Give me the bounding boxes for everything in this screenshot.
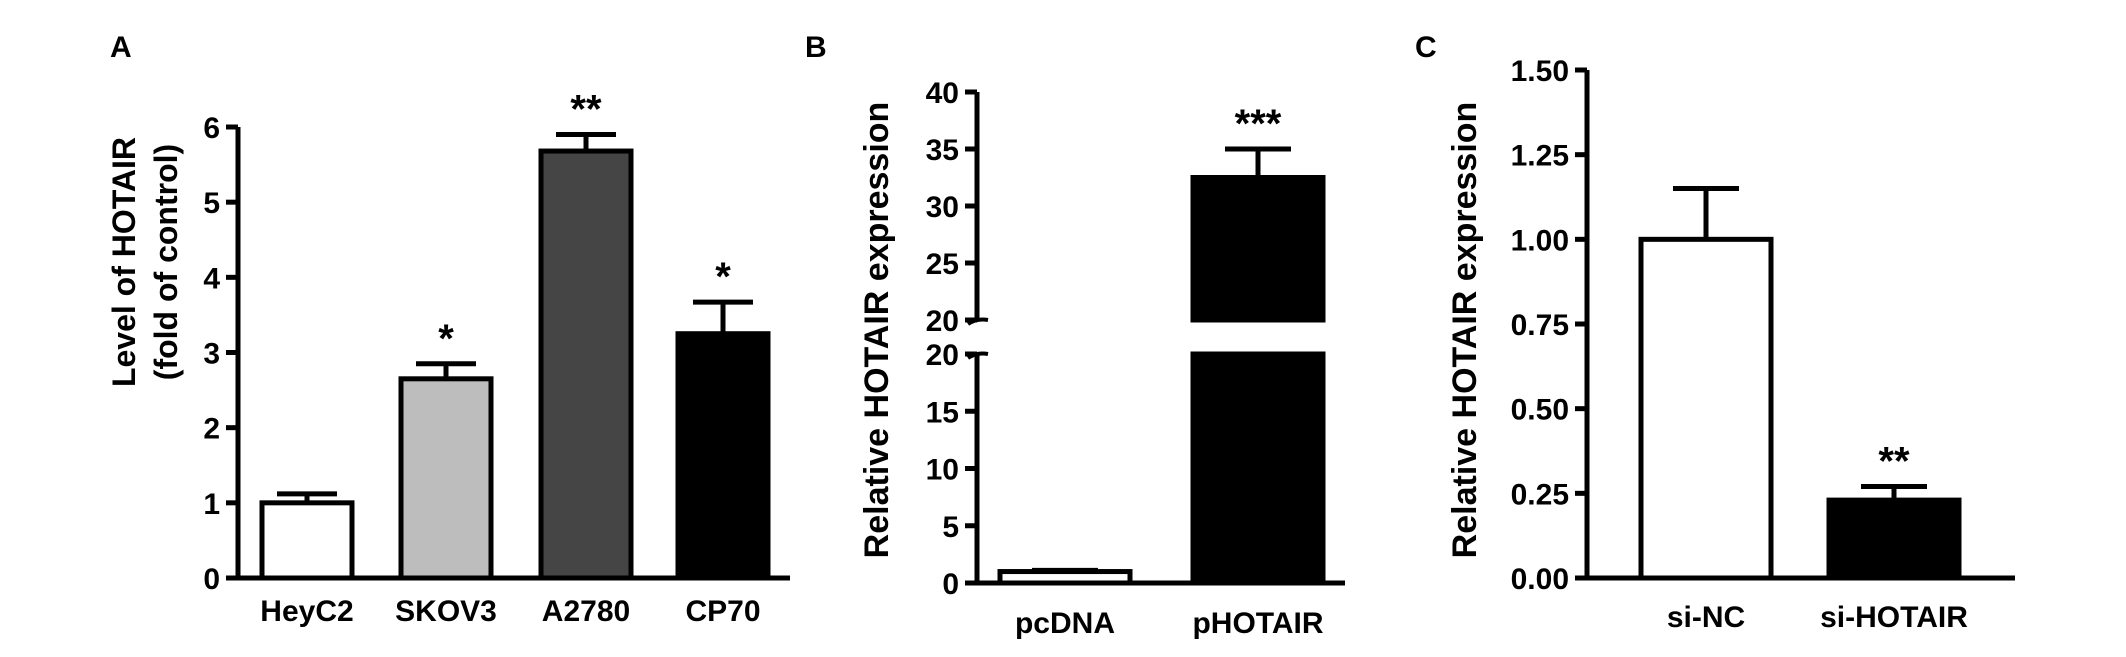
panel-a-significance-1: * bbox=[438, 317, 454, 361]
panel-b-upper-tick-label-2: 30 bbox=[926, 191, 959, 224]
panel-label-a: A bbox=[110, 31, 132, 64]
panel-b-lower-tick-label-0: 0 bbox=[942, 568, 959, 601]
panel-a-category-label-2: A2780 bbox=[542, 595, 630, 628]
panel-a-category-label-1: SKOV3 bbox=[395, 595, 497, 628]
y-ticks-c: 0.00 0.25 0.50 0.75 1.00 1.25 1.50 bbox=[1511, 55, 1587, 596]
y-axis-label-c: Relative HOTAIR expression bbox=[1446, 102, 1484, 559]
panel-c-bar-0 bbox=[1638, 236, 1774, 581]
panel-b-upper-tick-label-3: 35 bbox=[926, 134, 959, 167]
panel-a-tick-label-0: 0 bbox=[203, 563, 220, 596]
y-axis-label-a-line1: Level of HOTAIR bbox=[106, 137, 142, 387]
panel-a-tick-label-3: 3 bbox=[203, 338, 220, 371]
panel-b-category-label-1: pHOTAIR bbox=[1192, 607, 1323, 640]
panel-c-tick-label-5: 1.25 bbox=[1511, 140, 1569, 173]
panel-c-tick-label-4: 1.00 bbox=[1511, 224, 1569, 257]
panel-b-lower-tick-label-2: 10 bbox=[926, 454, 959, 487]
panel-a-bar-1 bbox=[398, 376, 494, 581]
panel-b-lower-tick-label-1: 5 bbox=[942, 511, 959, 544]
panel-b-upper-tick-label-4: 40 bbox=[926, 77, 959, 110]
y-axis-label-a-line2: (fold of control) bbox=[148, 144, 184, 380]
panel-b-bar-0 bbox=[997, 569, 1133, 586]
panel-b-bar-1-seg-1 bbox=[1190, 175, 1326, 323]
panel-a-tick-label-4: 4 bbox=[203, 262, 220, 295]
panel-a-tick-label-1: 1 bbox=[203, 488, 220, 521]
axis-break-mark-lower bbox=[966, 351, 989, 360]
panel-b-upper-tick-label-0: 20 bbox=[926, 305, 959, 338]
panel-c-tick-label-0: 0.00 bbox=[1511, 563, 1569, 596]
panel-b-significance-1: *** bbox=[1235, 102, 1282, 146]
panel-b-bar-1-seg-0 bbox=[1190, 351, 1326, 586]
panel-a-tick-label-5: 5 bbox=[203, 187, 220, 220]
panel-a-bar-2 bbox=[538, 148, 634, 581]
bars-c: si-NC ** si-HOTAIR bbox=[1638, 186, 1968, 634]
panel-c-bar-1 bbox=[1826, 497, 1962, 581]
panel-a-significance-3: * bbox=[715, 255, 731, 299]
panel-b-category-label-0: pcDNA bbox=[1015, 607, 1115, 640]
panel-b-lower-tick-label-4: 20 bbox=[926, 339, 959, 372]
panel-c-tick-label-6: 1.50 bbox=[1511, 55, 1569, 88]
panel-a-tick-label-2: 2 bbox=[203, 413, 220, 446]
y-axis-label-b: Relative HOTAIR expression bbox=[858, 102, 896, 559]
panel-a-category-label-0: HeyC2 bbox=[260, 595, 353, 628]
panel-a-tick-label-6: 6 bbox=[203, 112, 220, 145]
panel-a-category-label-3: CP70 bbox=[685, 595, 760, 628]
panel-c-significance-1: ** bbox=[1878, 440, 1910, 484]
panel-c-category-label-1: si-HOTAIR bbox=[1820, 601, 1968, 634]
panel-c: C Relative HOTAIR expression 0.00 0.25 0.5… bbox=[1415, 31, 2015, 634]
panel-a-significance-2: ** bbox=[570, 88, 602, 132]
panel-c-category-label-0: si-NC bbox=[1667, 601, 1745, 634]
bars-a: HeyC2 * SKOV3 ** A2780 * CP70 bbox=[259, 88, 771, 628]
axis-break-mark-upper bbox=[966, 317, 989, 326]
panel-c-tick-label-1: 0.25 bbox=[1511, 478, 1569, 511]
panel-a-bar-3 bbox=[675, 331, 771, 581]
y-ticks-a: 0 1 2 3 4 5 6 bbox=[203, 112, 238, 596]
panel-b-lower-tick-label-3: 15 bbox=[926, 396, 959, 429]
panel-a: A Level of HOTAIR (fold of control) 0 1 2 3… bbox=[106, 31, 790, 628]
panel-label-c: C bbox=[1415, 31, 1437, 64]
bars-b: pcDNA *** pHOTAIR bbox=[997, 102, 1326, 640]
panel-c-tick-label-2: 0.50 bbox=[1511, 394, 1569, 427]
panel-c-tick-label-3: 0.75 bbox=[1511, 309, 1569, 342]
panel-b-upper-tick-label-1: 25 bbox=[926, 248, 959, 281]
panel-label-b: B bbox=[805, 31, 827, 64]
panel-a-bar-0 bbox=[259, 500, 355, 581]
